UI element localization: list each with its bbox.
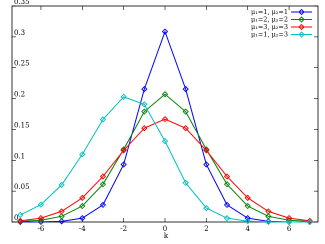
point-marker [244,194,251,202]
x-tick-label: -4 [79,225,86,233]
y-tick-label: 0.25 [14,60,30,68]
y-tick-label: 0.35 [14,0,30,6]
point-marker [120,147,127,154]
point-marker [79,194,86,202]
legend-marker [298,8,305,16]
point-marker [223,215,231,222]
series-line [20,93,310,223]
y-tick-label: 0.3 [14,29,25,37]
point-marker [306,218,313,226]
x-tick-label: 4 [245,225,250,233]
legend-marker [298,23,305,31]
point-marker [37,201,45,208]
point-marker [99,201,107,209]
legend-marker [298,16,305,23]
point-marker [99,181,107,188]
point-marker [141,85,148,93]
point-marker [99,173,107,180]
point-marker [120,93,127,100]
point-marker [285,218,293,226]
point-marker [203,204,210,212]
legend-label: μ₁=3, μ₂=3 [251,23,288,31]
point-marker [141,101,148,108]
x-tick-label: -2 [120,225,127,233]
point-marker [141,125,148,132]
point-marker [223,173,231,180]
point-marker [161,137,169,145]
point-marker [79,202,86,210]
point-marker [141,108,148,115]
point-marker [203,161,210,168]
y-tick-label: 0.2 [14,91,25,99]
point-marker [17,211,24,219]
series-line [20,96,310,223]
point-marker [120,161,127,168]
point-marker [58,218,65,225]
point-marker [182,125,189,132]
y-tick-label: 0.1 [14,152,25,160]
point-marker [79,151,86,158]
point-marker [182,108,189,115]
point-marker [223,201,231,209]
x-tick-label: -6 [38,225,45,233]
x-tick-label: 2 [204,225,208,233]
point-marker [161,28,169,35]
point-marker [79,215,86,222]
point-marker [203,147,210,154]
point-marker [265,218,272,225]
legend-label: μ₁=2, μ₂=2 [251,16,288,24]
legend-label: μ₁=1, μ₂=1 [251,8,288,16]
point-marker [161,91,169,98]
series-line [20,118,310,222]
point-marker [161,115,169,123]
point-marker [99,116,107,123]
point-marker [58,181,65,189]
point-marker [306,217,313,224]
y-tick-label: 0.15 [14,121,30,129]
legend-label: μ₁=1, μ₂=3 [251,31,288,39]
point-marker [182,179,189,186]
series-line [20,30,310,223]
point-marker [265,208,272,215]
x-axis-label: k [164,232,169,240]
legend-marker [298,31,305,38]
point-marker [285,214,293,222]
point-marker [58,213,65,220]
point-marker [37,214,45,222]
point-marker [244,202,251,210]
point-marker [223,181,231,188]
x-tick-label: 6 [287,225,292,233]
y-tick-label: 0 [14,214,18,222]
point-marker [17,217,24,224]
point-marker [182,85,189,93]
x-tick-label: 0 [163,225,167,233]
y-tick-label: 0.05 [14,183,30,191]
point-marker [58,208,65,215]
point-marker [244,217,251,225]
